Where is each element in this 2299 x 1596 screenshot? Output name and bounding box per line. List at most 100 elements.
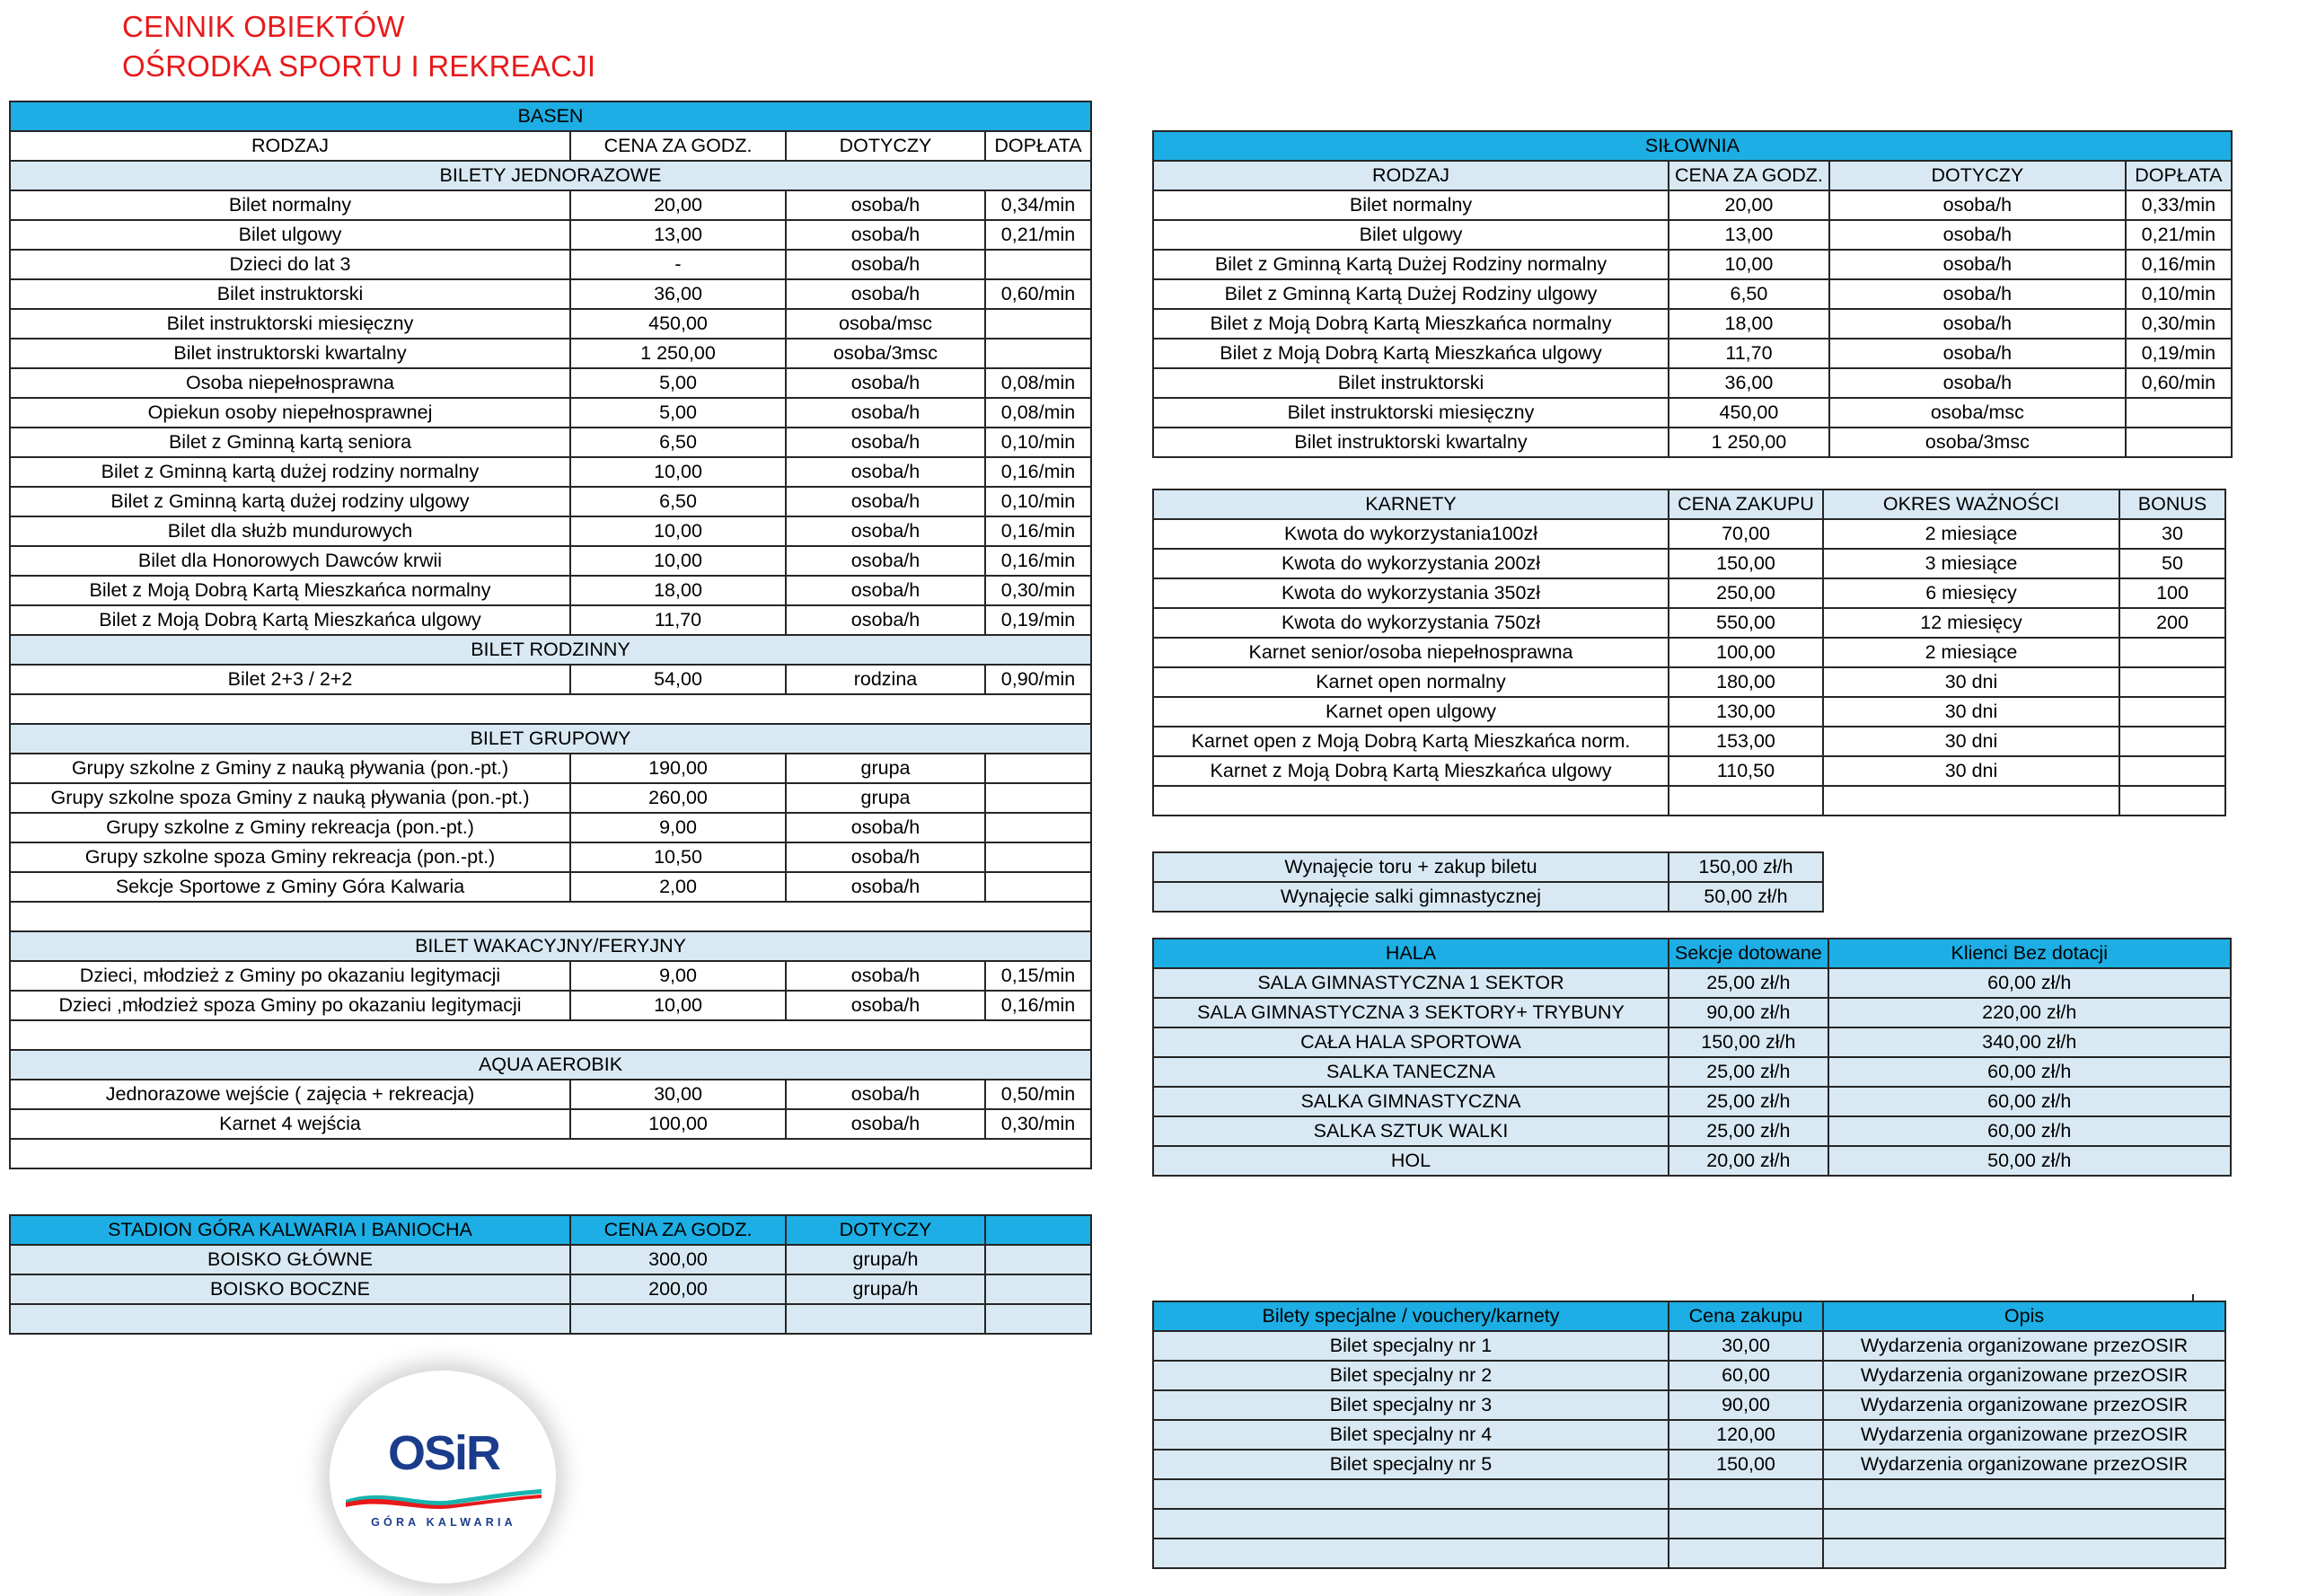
row-name: Bilet specjalny nr 3 [1152,1389,1669,1421]
row-name: Osoba niepełnosprawna [9,367,571,399]
spacer-cell [1668,1538,1824,1569]
hala-title: HALA [1152,938,1669,969]
row-name: Bilet z Gminną kartą seniora [9,427,571,458]
column-header-okres: OKRES WAŻNOŚCI [1822,489,2120,520]
row-extra: 0,21/min [2124,219,2233,251]
row-name: Bilet z Gminną Kartą Dużej Rodziny norma… [1152,249,1669,280]
row-name: Karnet open normalny [1152,666,1669,698]
spacer-cell [9,1303,571,1335]
row-price: 10,50 [569,842,787,873]
row-name: Bilet dla Honorowych Dawców krwii [9,545,571,577]
row-full: 220,00 zł/h [1827,997,2232,1028]
table-row: Wynajęcie toru + zakup biletu 150,00 zł/… [1152,851,1824,883]
spacer-cell [1668,785,1824,816]
row-price: 2,00 [569,871,787,903]
row-subsidized: 25,00 zł/h [1668,1115,1829,1147]
spacer-row [1152,785,2226,816]
row-extra: _ [984,1274,1092,1305]
row-price: 190,00 [569,753,787,784]
column-header-cena: CENA ZA GODZ. [569,130,787,162]
row-extra: 0,60/min [984,278,1092,310]
row-period: 2 miesiące [1822,518,2120,550]
table-row: Karnet senior/osoba niepełnosprawna 100,… [1152,637,2226,668]
row-extra: _ [984,871,1092,903]
table-row: Bilet z Moją Dobrą Kartą Mieszkańca norm… [1152,308,2233,339]
spacer-row [9,1019,1092,1051]
table-row: Dzieci do lat 3 - osoba/h _ [9,249,1092,280]
row-name: Sekcje Sportowe z Gminy Góra Kalwaria [9,871,571,903]
row-bonus: _ [2118,696,2226,727]
row-price: 6,50 [569,427,787,458]
column-header-dotyczy: DOTYCZY [1828,160,2127,191]
table-row: SALA GIMNASTYCZNA 1 SEKTOR 25,00 zł/h 60… [1152,967,2232,999]
row-unit: osoba/h [785,812,986,843]
row-price: 10,00 [569,990,787,1021]
row-unit: osoba/h [1828,308,2127,339]
row-price: 250,00 [1668,578,1824,609]
row-extra: 0,19/min [984,604,1092,636]
table-row: Kwota do wykorzystania100zł 70,00 2 mies… [1152,518,2226,550]
row-name: Bilet z Gminną kartą dużej rodziny ulgow… [9,486,571,517]
row-extra: 0,16/min [984,545,1092,577]
row-extra: _ [984,338,1092,369]
row-name: Wynajęcie salki gimnastycznej [1152,881,1669,913]
row-subsidized: 25,00 zł/h [1668,1086,1829,1117]
row-unit: osoba/h [785,871,986,903]
section-row-aqua: AQUA AEROBIK [9,1049,1092,1080]
row-subsidized: 90,00 zł/h [1668,997,1829,1028]
table-row: Bilet normalny 20,00 osoba/h 0,33/min [1152,190,2233,221]
row-price: - [569,249,787,280]
table-row: HOL 20,00 zł/h 50,00 zł/h [1152,1145,2232,1177]
row-desc: Wydarzenia organizowane przezOSIR [1822,1389,2226,1421]
table-row: SALKA GIMNASTYCZNA 25,00 zł/h 60,00 zł/h [1152,1086,2232,1117]
row-price: 150,00 [1668,548,1824,579]
row-extra: 0,16/min [984,516,1092,547]
row-name: Jednorazowe wejście ( zajęcia + rekreacj… [9,1079,571,1110]
row-extra: 0,16/min [984,456,1092,488]
row-name: Bilet z Gminną kartą dużej rodziny norma… [9,456,571,488]
row-extra: _ [984,842,1092,873]
column-header-cena: CENA ZA GODZ. [1668,160,1830,191]
row-extra: 0,90/min [984,664,1092,695]
column-header-karnety: KARNETY [1152,489,1669,520]
table-row: Bilet z Gminną kartą dużej rodziny norma… [9,456,1092,488]
row-price: 5,00 [569,367,787,399]
row-extra: 0,19/min [2124,338,2233,369]
spacer-row [9,1138,1092,1169]
table-row: Kwota do wykorzystania 350zł 250,00 6 mi… [1152,578,2226,609]
row-name: Dzieci do lat 3 [9,249,571,280]
table-row: Bilet z Moją Dobrą Kartą Mieszkańca ulgo… [1152,338,2233,369]
row-unit: osoba/h [785,990,986,1021]
row-name: Karnet 4 wejścia [9,1108,571,1140]
stadion-header-row: STADION GÓRA KALWARIA I BANIOCHA CENA ZA… [9,1214,1092,1246]
row-price: 153,00 [1668,726,1824,757]
row-price: 18,00 [569,575,787,606]
table-row: Opiekun osoby niepełnosprawnej 5,00 osob… [9,397,1092,428]
spacer-cell [569,1303,787,1335]
table-row: SALKA TANECZNA 25,00 zł/h 60,00 zł/h [1152,1056,2232,1088]
table-row: Bilet 2+3 / 2+2 54,00 rodzina 0,90/min [9,664,1092,695]
row-unit: osoba/h [1828,278,2127,310]
row-price: 6,50 [1668,278,1830,310]
table-row: Bilet specjalny nr 5 150,00 Wydarzenia o… [1152,1449,2226,1480]
table-row: Grupy szkolne z Gminy z nauką pływania (… [9,753,1092,784]
table-row: Dzieci, młodzież z Gminy po okazaniu leg… [9,960,1092,992]
row-unit: osoba/h [1828,219,2127,251]
table-row: BOISKO GŁÓWNE 300,00 grupa/h _ [9,1244,1092,1275]
row-extra: _ [984,308,1092,339]
karnety-table-block: KARNETY CENA ZAKUPU OKRES WAŻNOŚCI BONUS… [1152,489,2226,816]
row-name: Grupy szkolne z Gminy rekreacja (pon.-pt… [9,812,571,843]
row-bonus [2118,755,2226,787]
row-price: 30,00 [1668,1330,1824,1362]
row-unit: osoba/h [785,249,986,280]
row-extra: 0,08/min [984,367,1092,399]
row-unit: osoba/h [785,1079,986,1110]
spacer-cell [1822,1478,2226,1510]
basen-title-row: BASEN [9,101,1092,132]
table-row: Bilet z Gminną kartą dużej rodziny ulgow… [9,486,1092,517]
spacer-cell [1152,1538,1669,1569]
row-name: Bilet ulgowy [1152,219,1669,251]
table-row: Bilet ulgowy 13,00 osoba/h 0,21/min [9,219,1092,251]
row-bonus [2118,726,2226,757]
row-unit: osoba/3msc [785,338,986,369]
